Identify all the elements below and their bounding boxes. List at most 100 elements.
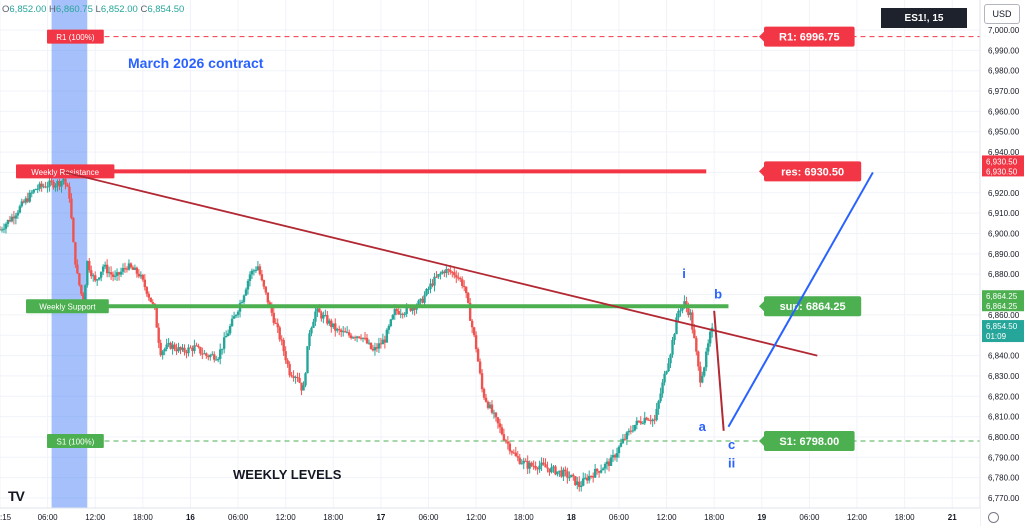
level-name-tag <box>16 164 115 179</box>
projection-line-1 <box>727 171 874 428</box>
candle-body <box>167 342 170 345</box>
candle-body <box>338 329 341 331</box>
x-tick-label: :15 <box>0 513 12 522</box>
candle-body <box>149 297 152 303</box>
candle-body <box>308 333 311 347</box>
candle-body <box>667 363 670 372</box>
candle-body <box>179 347 182 350</box>
candle-body <box>665 371 668 374</box>
candle-body <box>326 315 329 324</box>
candle-body <box>42 186 45 188</box>
candle-body <box>306 346 309 374</box>
candle-body <box>363 337 367 339</box>
x-tick-label: 06:00 <box>799 513 820 522</box>
axis-price-badge-text: 6,930.50 <box>986 167 1018 176</box>
candle-body <box>224 336 228 338</box>
candle-body <box>64 178 67 185</box>
candle-body <box>155 307 158 328</box>
candle-body <box>466 293 470 303</box>
candle-body <box>399 313 402 315</box>
candle-body <box>623 438 627 440</box>
candle-body <box>401 313 404 315</box>
candle-body <box>476 349 480 362</box>
candle-body <box>70 198 73 218</box>
candle-body <box>439 273 442 275</box>
level-value-text: sup: 6864.25 <box>780 301 846 313</box>
candle-body <box>431 283 434 286</box>
candle-body <box>554 466 557 475</box>
candle-body <box>215 359 218 361</box>
level-name-tag <box>47 29 104 44</box>
candle-body <box>147 293 150 298</box>
candle-body <box>387 326 391 330</box>
candle-body <box>220 348 224 350</box>
candle-body <box>468 302 472 321</box>
level-name-text: R1 (100%) <box>56 33 95 42</box>
y-tick-label: 6,840.00 <box>988 352 1020 361</box>
candle-body <box>429 283 432 290</box>
candle-body <box>16 212 20 216</box>
candle-body <box>449 269 452 273</box>
candle-body <box>143 279 147 288</box>
y-tick-label: 6,940.00 <box>988 148 1020 157</box>
candle-body <box>645 417 648 420</box>
candle-body <box>312 321 315 328</box>
currency-selector[interactable]: USD <box>984 4 1020 24</box>
candle-body <box>419 298 422 301</box>
candle-body <box>470 320 474 328</box>
x-tick-label: 18:00 <box>514 513 535 522</box>
axis-price-badge <box>982 165 1024 177</box>
candle-body <box>617 446 621 454</box>
candle-body <box>490 404 494 413</box>
y-tick-label: 6,800.00 <box>988 433 1020 442</box>
axis-price-badge-text: 6,854.50 <box>986 322 1018 331</box>
candle-body <box>562 469 565 477</box>
candle-body <box>99 271 103 278</box>
candle-body <box>40 183 43 187</box>
candle-body <box>663 373 666 383</box>
candle-body <box>105 264 109 274</box>
candle-body <box>14 215 18 219</box>
candle-body <box>24 198 27 203</box>
candle-body <box>474 335 478 350</box>
candle-body <box>570 474 573 478</box>
y-tick-label: 6,790.00 <box>988 453 1020 462</box>
candle-body <box>127 263 131 270</box>
y-tick-label: 6,770.00 <box>988 494 1020 503</box>
candle-body <box>445 269 448 274</box>
candle-body <box>548 468 551 473</box>
candle-body <box>113 275 117 277</box>
candle-body <box>502 434 506 441</box>
x-tick-label: 12:00 <box>466 513 487 522</box>
candle-body <box>651 419 654 422</box>
candle-body <box>435 276 438 278</box>
x-tick-label: 19 <box>757 513 766 522</box>
candle-body <box>88 260 91 271</box>
gear-icon[interactable] <box>988 512 999 523</box>
candle-body <box>0 229 4 231</box>
candle-body <box>699 366 702 383</box>
candle-body <box>601 468 605 471</box>
y-tick-label: 6,990.00 <box>988 46 1020 55</box>
y-tick-label: 6,890.00 <box>988 250 1020 259</box>
candle-body <box>393 309 396 315</box>
candle-body <box>282 340 285 352</box>
candle-body <box>328 320 331 324</box>
candle-body <box>683 301 686 306</box>
candles <box>0 173 714 492</box>
candle-body <box>433 276 436 286</box>
candle-body <box>574 476 577 485</box>
candle-body <box>508 443 512 452</box>
y-tick-label: 6,830.00 <box>988 372 1020 381</box>
candle-body <box>427 289 430 291</box>
candle-body <box>195 345 198 347</box>
candle-body <box>607 461 611 466</box>
candle-body <box>314 311 317 322</box>
y-tick-label: 6,960.00 <box>988 107 1020 116</box>
symbol-badge[interactable]: ES1!, 15 <box>881 8 967 28</box>
candle-body <box>219 349 222 359</box>
candle-body <box>343 331 347 333</box>
candle-body <box>135 267 139 274</box>
candle-body <box>141 274 145 280</box>
